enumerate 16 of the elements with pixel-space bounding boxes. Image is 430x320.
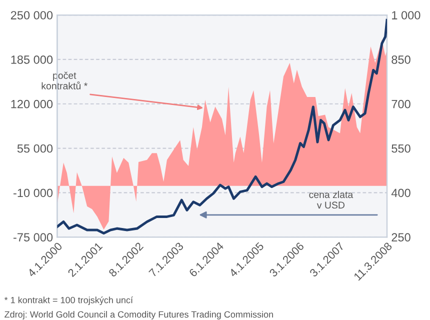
- y2-tick-label: 700: [392, 100, 410, 108]
- annotation: cena zlata v USD: [309, 190, 354, 209]
- y-tick-label: -75 000: [14, 233, 53, 242]
- y2-tick-label: 550: [392, 144, 410, 153]
- y2-tick-label: 850: [392, 55, 410, 64]
- y2-tick-label: 1 000: [392, 11, 420, 20]
- y-tick-label: 185 000: [11, 55, 53, 64]
- y-tick-label: 55 000: [17, 144, 53, 153]
- y-tick-label: 120 000: [11, 100, 53, 108]
- text: Zdroj: World Gold Council a Comodity Futures Trading Commission: [4, 310, 273, 320]
- y2-tick-label: 250: [392, 233, 410, 242]
- text: * 1 kontrakt = 100 trojských uncí: [4, 296, 133, 306]
- annotation: počet kontraktů *: [42, 72, 88, 90]
- y-tick-label: 250 000: [10, 11, 53, 20]
- y-tick-label: -10 000: [14, 188, 53, 198]
- y2-tick-label: 400: [391, 188, 410, 198]
